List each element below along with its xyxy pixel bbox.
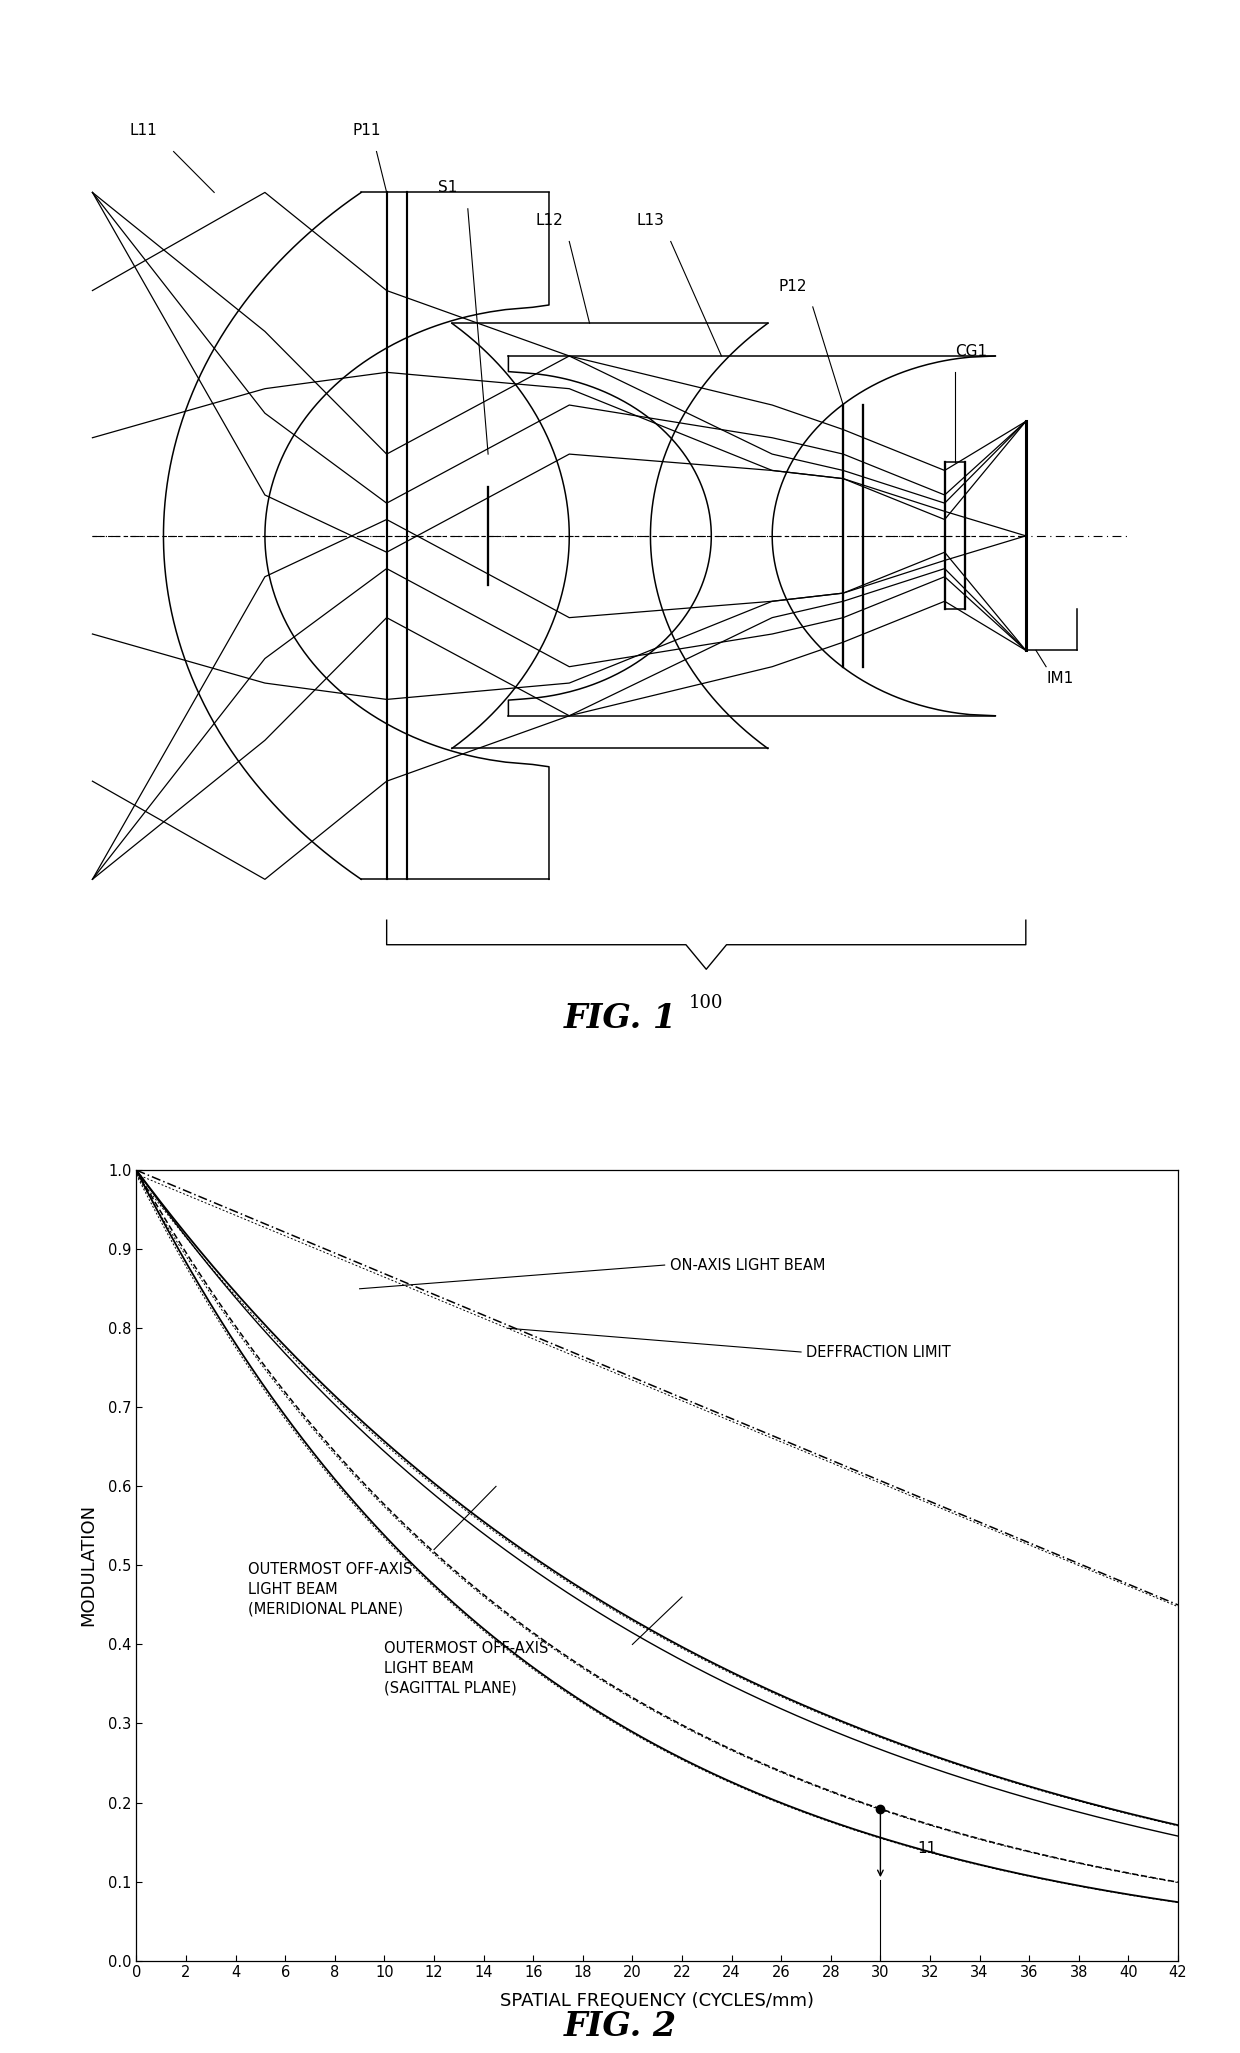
Text: P11: P11 — [352, 123, 381, 138]
Text: OUTERMOST OFF-AXIS
LIGHT BEAM
(MERIDIONAL PLANE): OUTERMOST OFF-AXIS LIGHT BEAM (MERIDIONA… — [248, 1562, 413, 1616]
Text: FIG. 2: FIG. 2 — [563, 2010, 677, 2043]
Text: 100: 100 — [689, 994, 723, 1012]
Text: FIG. 1: FIG. 1 — [563, 1002, 677, 1035]
Text: S1: S1 — [438, 181, 458, 195]
Text: 11: 11 — [918, 1842, 937, 1856]
Text: ON-AXIS LIGHT BEAM: ON-AXIS LIGHT BEAM — [670, 1258, 825, 1273]
Text: CG1: CG1 — [955, 345, 987, 359]
Text: DEFFRACTION LIMIT: DEFFRACTION LIMIT — [806, 1345, 951, 1359]
Text: L12: L12 — [536, 214, 563, 228]
Text: IM1: IM1 — [1047, 671, 1074, 686]
Text: L13: L13 — [636, 214, 665, 228]
Text: L11: L11 — [129, 123, 157, 138]
Text: OUTERMOST OFF-AXIS
LIGHT BEAM
(SAGITTAL PLANE): OUTERMOST OFF-AXIS LIGHT BEAM (SAGITTAL … — [384, 1640, 549, 1696]
Text: P12: P12 — [779, 279, 807, 294]
Y-axis label: MODULATION: MODULATION — [79, 1505, 97, 1626]
X-axis label: SPATIAL FREQUENCY (CYCLES/mm): SPATIAL FREQUENCY (CYCLES/mm) — [500, 1991, 815, 2010]
